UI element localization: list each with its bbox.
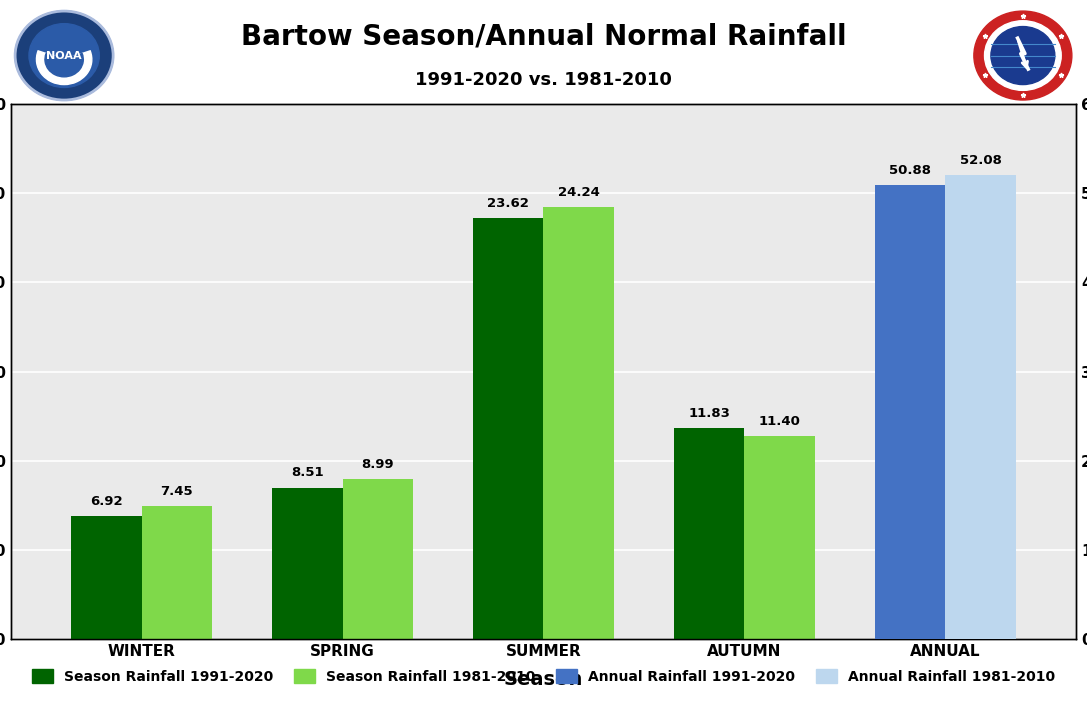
Text: 8.99: 8.99 xyxy=(361,458,393,471)
Bar xyxy=(342,479,413,640)
Text: 11.83: 11.83 xyxy=(688,407,730,420)
X-axis label: Season: Season xyxy=(503,671,584,689)
Text: 24.24: 24.24 xyxy=(558,186,600,199)
Bar xyxy=(272,487,342,640)
Bar xyxy=(473,218,544,640)
Bar xyxy=(946,174,1016,640)
Text: 23.62: 23.62 xyxy=(487,197,529,210)
Circle shape xyxy=(15,11,113,100)
Circle shape xyxy=(974,11,1072,100)
Bar xyxy=(71,516,141,640)
Text: 1991-2020 vs. 1981-2010: 1991-2020 vs. 1981-2010 xyxy=(415,71,672,89)
Text: 8.51: 8.51 xyxy=(291,466,324,479)
Bar xyxy=(745,436,815,640)
Text: 6.92: 6.92 xyxy=(90,495,123,508)
Text: 11.40: 11.40 xyxy=(759,415,801,428)
Text: 7.45: 7.45 xyxy=(161,485,193,498)
Text: 50.88: 50.88 xyxy=(889,164,932,177)
Wedge shape xyxy=(37,50,91,84)
Circle shape xyxy=(29,24,99,87)
Circle shape xyxy=(991,27,1054,84)
Circle shape xyxy=(985,21,1061,90)
Bar xyxy=(674,428,745,640)
Legend: Season Rainfall 1991-2020, Season Rainfall 1981-2010, Annual Rainfall 1991-2020,: Season Rainfall 1991-2020, Season Rainfa… xyxy=(26,663,1061,689)
Bar xyxy=(141,506,212,640)
Text: Bartow Season/Annual Normal Rainfall: Bartow Season/Annual Normal Rainfall xyxy=(240,22,847,50)
Wedge shape xyxy=(45,53,84,77)
Bar xyxy=(875,185,946,640)
Text: NOAA: NOAA xyxy=(47,50,82,61)
Bar xyxy=(544,207,614,640)
Text: 52.08: 52.08 xyxy=(960,154,1001,167)
